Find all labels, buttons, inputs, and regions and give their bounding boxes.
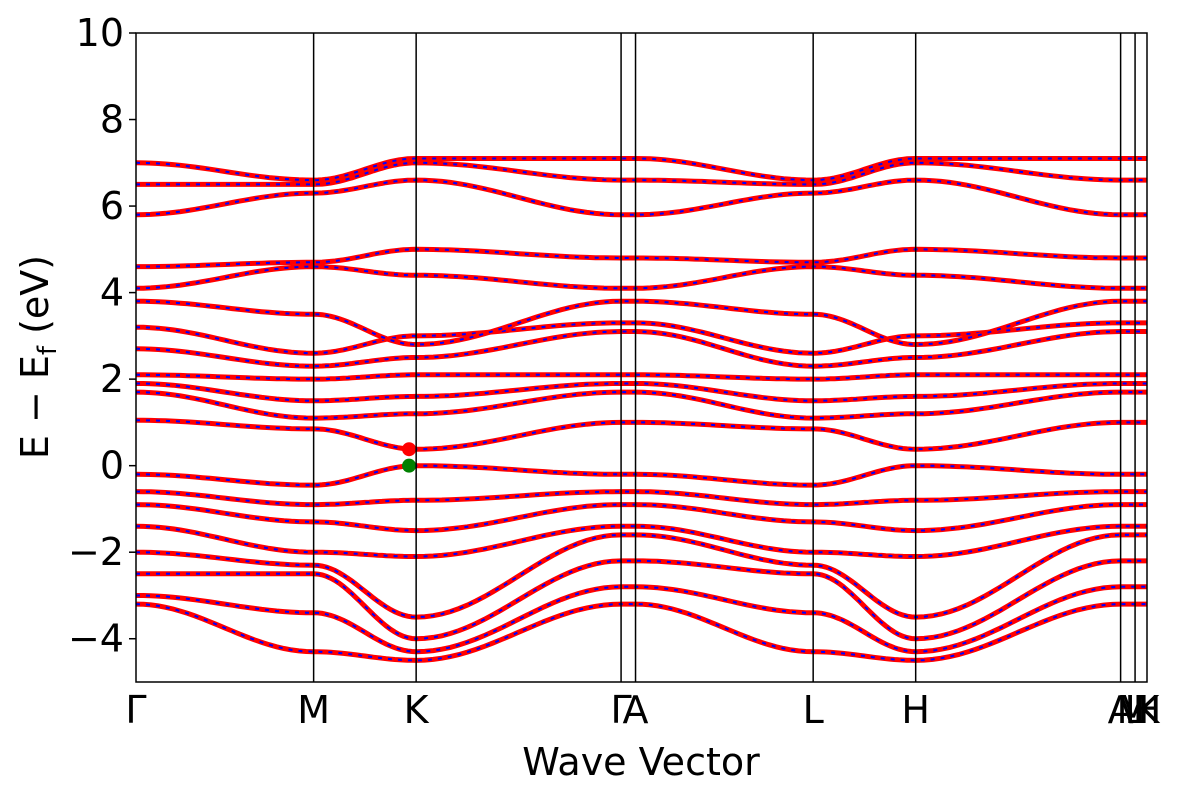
y-tick-label: 10	[76, 11, 124, 55]
y-axis-ticks: −4 −2 0 2 4 6 8 10	[68, 11, 136, 661]
x-tick-label: Γ	[610, 688, 631, 732]
x-tick-label: M	[297, 688, 330, 732]
y-tick-label: 8	[100, 98, 124, 142]
x-tick-label: H	[1133, 688, 1162, 732]
y-tick-label: −4	[68, 617, 124, 661]
conduction-band-5	[136, 320, 1147, 356]
y-axis-title-main: E − E	[13, 355, 57, 459]
x-tick-label: A	[623, 688, 649, 732]
valence-band-5-overlay	[136, 559, 1147, 640]
conduction-band-0-overlay	[136, 419, 1147, 451]
kpoint-vertical-lines	[312, 33, 1136, 682]
x-tick-label: K	[1135, 688, 1161, 732]
conduction-band-10-overlay	[136, 161, 1147, 186]
valence-band-6	[136, 584, 1147, 655]
valence-band-1-overlay	[136, 490, 1147, 506]
x-tick-label: A	[1108, 688, 1134, 732]
y-tick-label: 0	[100, 444, 124, 488]
x-axis-title: Wave Vector	[522, 740, 760, 784]
valence-band-2-overlay	[136, 503, 1147, 532]
x-tick-label: H	[901, 688, 930, 732]
y-tick-label: −2	[68, 530, 124, 574]
conduction-band-9	[136, 177, 1147, 218]
conduction-band-8-overlay	[136, 248, 1147, 268]
conduction-band-7-overlay	[136, 265, 1147, 290]
band-lines	[136, 156, 1147, 663]
y-axis-title-unit: (eV)	[13, 255, 57, 334]
x-tick-label: L	[1124, 688, 1145, 732]
extremum-markers	[402, 442, 417, 473]
y-tick-label: 6	[100, 184, 124, 228]
conduction-band-3-overlay	[136, 373, 1147, 381]
x-tick-label: L	[803, 688, 824, 732]
cbm-marker	[402, 442, 417, 457]
y-axis-title-subscript: f	[33, 345, 63, 355]
vbm-marker	[402, 458, 417, 473]
x-tick-label: M	[1116, 688, 1149, 732]
y-axis-title: E − Ef (eV)	[13, 255, 63, 459]
conduction-band-4	[136, 329, 1147, 369]
valence-band-0-overlay	[136, 464, 1147, 487]
y-tick-label: 4	[100, 271, 124, 315]
x-tick-label: K	[404, 688, 430, 732]
conduction-band-2	[136, 381, 1147, 404]
conduction-band-1-overlay	[136, 391, 1147, 420]
valence-band-3-overlay	[136, 525, 1147, 558]
valence-band-4	[136, 532, 1147, 620]
y-tick-label: 2	[100, 357, 124, 401]
plot-frame	[135, 32, 1148, 683]
x-tick-label: Γ	[125, 688, 146, 732]
conduction-band-11	[136, 156, 1147, 183]
valence-band-7-overlay	[136, 603, 1147, 662]
conduction-band-6-overlay	[136, 300, 1147, 346]
